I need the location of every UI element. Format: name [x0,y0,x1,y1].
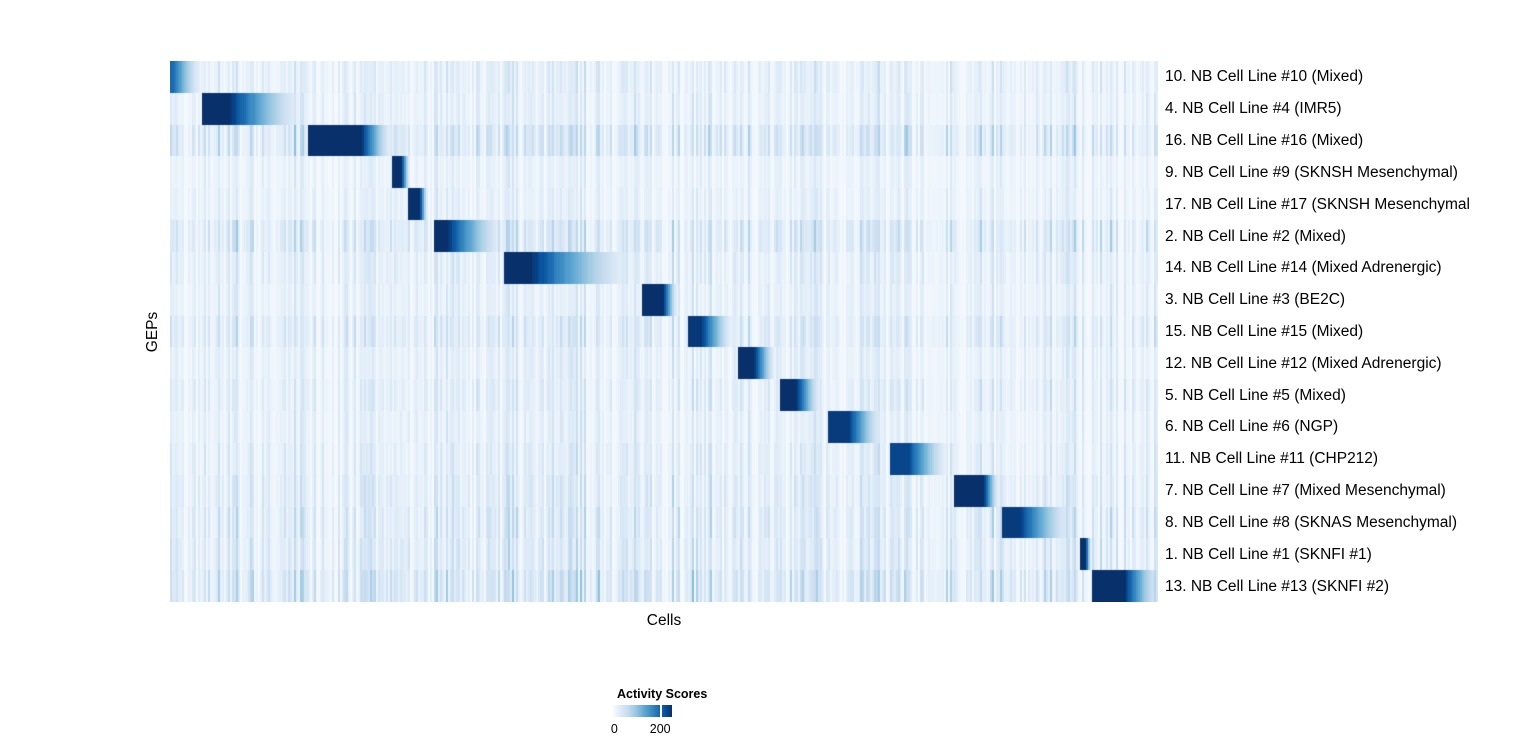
legend-tick-mark [660,705,662,717]
row-label: 16. NB Cell Line #16 (Mixed) [1165,132,1364,149]
row-label: 11. NB Cell Line #11 (CHP212) [1165,450,1379,467]
row-label: 6. NB Cell Line #6 (NGP) [1165,418,1339,435]
legend-colorbar [613,705,672,717]
x-axis-label: Cells [646,612,682,629]
row-label: 14. NB Cell Line #14 (Mixed Adrenergic) [1165,259,1442,276]
legend-max-label: 200 [649,722,671,736]
row-label: 3. NB Cell Line #3 (BE2C) [1165,291,1346,308]
legend-title: Activity Scores [617,687,708,701]
row-label: 15. NB Cell Line #15 (Mixed) [1165,323,1364,340]
row-label: 7. NB Cell Line #7 (Mixed Mesenchymal) [1165,482,1446,499]
legend-min-label: 0 [610,722,618,736]
row-label: 13. NB Cell Line #13 (SKNFI #2) [1165,578,1389,595]
row-label: 10. NB Cell Line #10 (Mixed) [1165,68,1364,85]
row-label: 5. NB Cell Line #5 (Mixed) [1165,387,1346,404]
row-labels-column: 10. NB Cell Line #10 (Mixed) 4. NB Cell L… [1165,61,1540,602]
row-label: 17. NB Cell Line #17 (SKNSH Mesenchymal [1165,196,1470,213]
row-label: 8. NB Cell Line #8 (SKNAS Mesenchymal) [1165,514,1458,531]
heatmap-canvas [170,61,1158,602]
row-label: 1. NB Cell Line #1 (SKNFI #1) [1165,546,1372,563]
row-label: 2. NB Cell Line #2 (Mixed) [1165,228,1346,245]
row-label: 12. NB Cell Line #12 (Mixed Adrenergic) [1165,355,1442,372]
legend-tick-labels: 0 200 [610,722,672,736]
y-axis-label: GEPs [144,311,161,353]
activity-scores-legend: Activity Scores 0 200 [610,687,733,736]
row-label: 9. NB Cell Line #9 (SKNSH Mesenchymal) [1165,164,1458,181]
row-label: 4. NB Cell Line #4 (IMR5) [1165,100,1342,117]
